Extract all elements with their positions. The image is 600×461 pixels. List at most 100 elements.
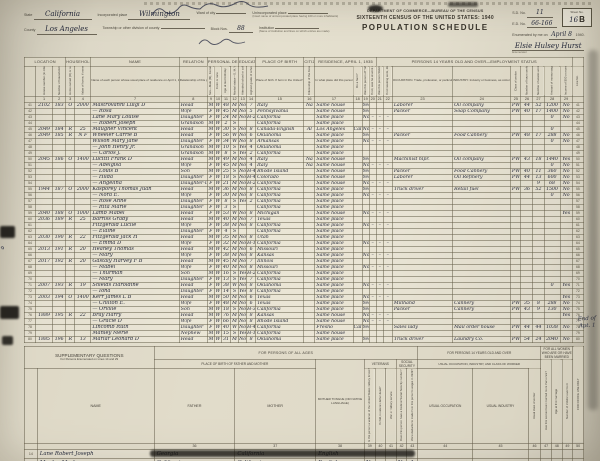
sd-label: S.D. No. [512, 11, 526, 15]
cell-hn: 1885 [35, 335, 54, 343]
schedule-title: POPULATION SCHEDULE [361, 22, 489, 32]
column-group-header [571, 56, 585, 67]
margin-note-left: ✿ [1, 246, 6, 250]
cell-ct [303, 335, 316, 343]
column-description: In what place did this person live on Ap… [314, 65, 354, 97]
cell-sc: No [238, 161, 248, 169]
column-description: INDUSTRY. Industry or business, as cotto… [452, 65, 512, 97]
cell-sc: No [238, 323, 248, 331]
scan-right-shadow [588, 50, 598, 410]
person-row: 59 2040 188 O 1000 Lamb Mabel Head F W 53 W No 8 Mich… [23, 209, 585, 217]
ed-value: 66-166 [526, 20, 557, 28]
institution-micro: (Name of institution and lines on which … [258, 29, 330, 34]
cell-cw: PW [510, 131, 522, 139]
column-description: If not seeking work, did he HAVE A JOB? [383, 66, 393, 97]
column-description: Value of home, if owned, or monthly rent… [74, 66, 91, 97]
cell-cw: PW [510, 305, 522, 313]
supp-cell-ucls [527, 448, 542, 459]
cell-e1: No [361, 251, 370, 259]
sheet-side: B [579, 14, 585, 24]
supp-women-m1: Has this woman been married more than on… [540, 359, 552, 444]
block-value: 88 [228, 25, 253, 34]
census-table-body: 41 2102 183 O 2000 Mastrovanni Luigi D Head M W 4… [23, 101, 585, 343]
cell-gr: H-4 [246, 167, 257, 175]
person-row: 56— Nora E. Wife F W 30 M No 8 California Same pl… [23, 191, 585, 199]
uninc-label: Unincorporated place [252, 11, 287, 15]
cell-e3 [375, 335, 384, 343]
cell-sc: No [238, 299, 248, 307]
supp-line-col [24, 367, 38, 444]
supp-pob-band: PLACE OF BIRTH OF FATHER AND MOTHER [153, 358, 317, 369]
ward-value [216, 13, 247, 14]
ink-blot [368, 5, 383, 12]
cell-e1: Yes [361, 167, 370, 175]
sheet-label: Sheet No. [570, 10, 584, 14]
cell-sc: No [238, 131, 248, 139]
cell-gr: 8 [246, 335, 257, 343]
cell-e1: No [361, 125, 370, 133]
supp-cell-of [572, 448, 584, 459]
column-description: Income of $50 or more from other sources… [560, 66, 573, 97]
cell-gr: H-2 [246, 113, 257, 121]
supplementary-questions-table: SUPPLEMENTARY QUESTIONS For Persons Enum… [24, 345, 584, 461]
cell-ic: 1200 [543, 101, 561, 109]
cell-sc: No [238, 263, 248, 271]
cell-ot: No [559, 335, 573, 343]
person-row: 55 1944 187 O 2000 Kasporey Thomas Juan Head M W… [23, 185, 585, 193]
cell-gr: H-1 [246, 239, 257, 247]
institution-label: Institution [258, 25, 275, 30]
cell-vl: 13 [74, 335, 92, 343]
cell-dn: 196 [52, 335, 67, 343]
supp-father-col: FATHER [153, 367, 236, 444]
cell-cw: PW [510, 107, 522, 115]
cell-rl: Grandson [178, 143, 208, 151]
cell-sc: No [238, 209, 248, 217]
cell-e1: Yes [361, 173, 370, 181]
cell-cw: PW [510, 173, 522, 181]
township-value [160, 27, 205, 29]
person-row: 75— Orville Son M W 18 S No H-3 California Same p… [23, 305, 585, 313]
cell-sc: Yes [238, 329, 248, 337]
cell-rl: Daughter [178, 197, 208, 205]
cell-gr: H-3 [246, 305, 257, 313]
cell-e1: No [361, 179, 370, 187]
supp-p14-band: FOR PERSONS 14 YEARS OLD AND OVER [417, 345, 542, 360]
scan-bottom-smear [150, 450, 415, 457]
person-row: 74— Chilton E. Wife F W 48 M No 6 Texas Same plac… [23, 299, 585, 307]
cell-sc: No [238, 335, 248, 343]
state-value: California [33, 10, 92, 20]
cell-nR: 80 [571, 335, 585, 343]
cell-sc: No [238, 167, 248, 175]
cell-rl: Daughter [178, 113, 208, 121]
cell-sc: No [238, 155, 248, 163]
enumerator-label: Enumerator [512, 50, 527, 55]
column-description: Number of household in order of visitati… [52, 66, 66, 97]
cell-sc: Yes [238, 149, 248, 157]
cell-e1: Yes [361, 101, 370, 109]
cell-cw: PW [510, 101, 522, 109]
census-title: SIXTEENTH CENSUS OF THE UNITED STATES: 1… [356, 14, 494, 21]
cell-e1: Yes [361, 131, 370, 139]
cell-tn: R [65, 335, 76, 343]
cell-rl: Daughter [178, 227, 208, 235]
cell-sc: Yes [238, 269, 248, 277]
column-description: Home owned (O) or rented (R) [65, 66, 75, 97]
cell-sc: Yes [238, 143, 248, 151]
cell-mr: M [230, 335, 240, 343]
cell-pb: Oklahoma [255, 335, 305, 343]
scan-edge-mark [0, 306, 19, 319]
supp-cell-ucls [527, 457, 542, 461]
county-value: Los Angeles [36, 25, 97, 35]
column-group-header: PERSONAL DESCRIPTION [206, 56, 240, 67]
column-description: Highest grade of school completed [246, 66, 256, 97]
supp-cell-uocc [417, 448, 474, 459]
supp-person-row: 29Manley MerleCaliforniaCaliforniaEnglis… [24, 457, 584, 461]
supp-cell-tongue: English [315, 457, 365, 461]
column-group-header: EDUCATION [238, 56, 257, 67]
cell-nm: Marlar Leonard D [90, 335, 180, 343]
supp-band-row-1: SUPPLEMENTARY QUESTIONS For Persons Enum… [24, 345, 584, 444]
sd-value: 11 [526, 9, 553, 18]
form-header: State California Incorporated place Wilm… [24, 6, 592, 55]
cell-in: Laundry Co. [452, 335, 512, 343]
cell-sc: No [238, 311, 248, 319]
